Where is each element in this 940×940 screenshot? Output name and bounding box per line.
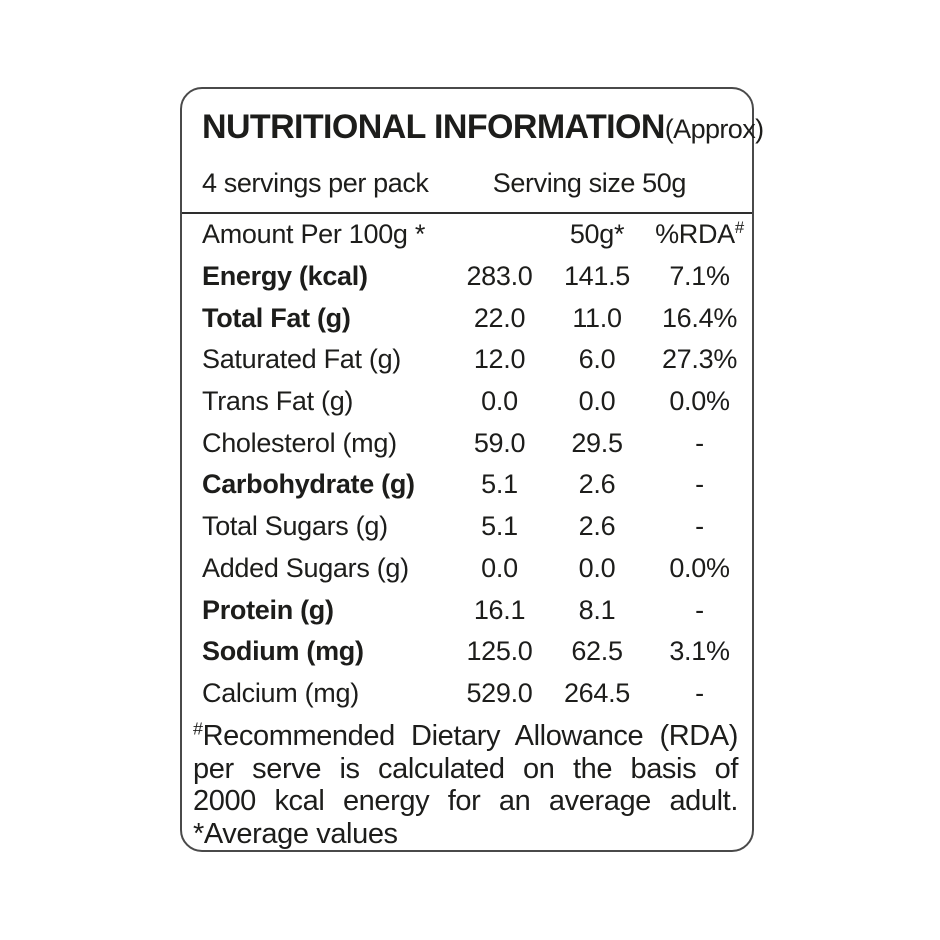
nutrient-name: Carbohydrate (g) xyxy=(202,469,415,500)
label-title-approx: (Approx) xyxy=(664,114,764,144)
nutrient-row: Carbohydrate (g) 5.1 2.6 - xyxy=(202,464,748,506)
value-per-50g: 0.0 xyxy=(578,552,616,583)
nutrient-row: Cholesterol (mg) 59.0 29.5 - xyxy=(202,422,748,464)
value-rda-percent: - xyxy=(695,511,704,542)
nutrient-name: Added Sugars (g) xyxy=(202,552,409,583)
column-header-amount: Amount Per 100g * xyxy=(202,219,426,250)
rda-footnote: #Recommended Dietary Allowance (RDA) per … xyxy=(193,720,738,818)
nutrient-name: Cholesterol (mg) xyxy=(202,427,397,458)
label-title-line: NUTRITIONAL INFORMATION(Approx) xyxy=(202,105,764,156)
value-per-50g: 0.0 xyxy=(578,386,616,417)
rda-footnote-line: 2000 kcal energy for an average adult. xyxy=(193,785,738,818)
rda-header-marker: # xyxy=(734,218,744,238)
label-header: NUTRITIONAL INFORMATION(Approx) 4 servin… xyxy=(182,89,764,200)
serving-size: Serving size 50g xyxy=(492,168,687,198)
nutrient-name: Trans Fat (g) xyxy=(202,386,354,417)
footnotes: #Recommended Dietary Allowance (RDA) per … xyxy=(182,720,752,850)
nutrient-row: Total Fat (g) 22.0 11.0 16.4% xyxy=(202,297,748,339)
value-rda-percent: 0.0% xyxy=(669,386,730,417)
nutrient-row: Trans Fat (g) 0.0 0.0 0.0% xyxy=(202,381,748,423)
value-per-100g: 5.1 xyxy=(481,469,518,500)
nutrient-row: Calcium (mg) 529.0 264.5 - xyxy=(202,673,748,715)
value-per-50g: 2.6 xyxy=(578,511,616,542)
column-header-rda: %RDA# xyxy=(655,218,744,250)
nutrient-name: Energy (kcal) xyxy=(202,261,368,292)
value-rda-percent: - xyxy=(695,677,704,708)
nutrient-row: Energy (kcal) 283.0 141.5 7.1% xyxy=(202,256,748,298)
value-rda-percent: 0.0% xyxy=(669,552,730,583)
value-rda-percent: 7.1% xyxy=(669,261,730,292)
value-per-100g: 16.1 xyxy=(473,594,526,625)
average-values-note: *Average values xyxy=(193,817,398,850)
value-per-100g: 12.0 xyxy=(473,344,526,375)
nutrition-table: Amount Per 100g * 50g* %RDA# Energy (kca… xyxy=(182,214,752,714)
value-rda-percent: - xyxy=(695,427,704,458)
nutrient-name: Protein (g) xyxy=(202,594,334,625)
rda-footnote-line: per serve is calculated on the basis of xyxy=(193,752,738,785)
column-header-50g: 50g* xyxy=(569,219,625,250)
nutrient-row: Saturated Fat (g) 12.0 6.0 27.3% xyxy=(202,339,748,381)
value-per-100g: 125.0 xyxy=(466,636,533,667)
value-per-100g: 0.0 xyxy=(481,552,518,583)
value-per-50g: 62.5 xyxy=(571,636,623,667)
value-per-100g: 0.0 xyxy=(481,386,518,417)
nutrient-name: Sodium (mg) xyxy=(202,636,364,667)
value-rda-percent: 16.4% xyxy=(661,302,738,333)
nutrient-name: Calcium (mg) xyxy=(202,677,359,708)
value-per-50g: 6.0 xyxy=(578,344,616,375)
value-rda-percent: 3.1% xyxy=(669,636,730,667)
value-per-50g: 2.6 xyxy=(578,469,616,500)
nutrition-table-body: Energy (kcal) 283.0 141.5 7.1% Total Fat (g)… xyxy=(202,256,748,715)
value-per-100g: 22.0 xyxy=(473,302,526,333)
value-rda-percent: 27.3% xyxy=(661,344,738,375)
value-per-50g: 11.0 xyxy=(572,302,622,333)
nutrient-name: Total Fat (g) xyxy=(202,302,351,333)
value-rda-percent: - xyxy=(695,594,704,625)
value-per-100g: 5.1 xyxy=(481,511,518,542)
nutrient-row: Added Sugars (g) 0.0 0.0 0.0% xyxy=(202,548,748,590)
rda-footnote-marker: # xyxy=(193,718,203,739)
value-per-100g: 283.0 xyxy=(466,261,533,292)
rda-footnote-line: #Recommended Dietary Allowance (RDA) xyxy=(193,718,738,753)
nutrient-row: Protein (g) 16.1 8.1 - xyxy=(202,589,748,631)
value-per-50g: 264.5 xyxy=(563,677,631,708)
nutrition-label-card: NUTRITIONAL INFORMATION(Approx) 4 servin… xyxy=(180,87,764,852)
value-per-50g: 141.5 xyxy=(563,261,631,292)
servings-row: 4 servings per pack Serving size 50g xyxy=(202,166,732,200)
nutrient-row: Sodium (mg) 125.0 62.5 3.1% xyxy=(202,631,748,673)
servings-per-pack: 4 servings per pack xyxy=(202,168,429,198)
value-per-100g: 529.0 xyxy=(466,677,533,708)
value-per-50g: 29.5 xyxy=(571,427,623,458)
value-per-50g: 8.1 xyxy=(578,594,616,625)
nutrient-name: Saturated Fat (g) xyxy=(202,344,401,375)
table-header-row: Amount Per 100g * 50g* %RDA# xyxy=(202,214,748,256)
label-title: NUTRITIONAL INFORMATION xyxy=(202,108,665,146)
value-rda-percent: - xyxy=(695,469,704,500)
header-divider xyxy=(182,212,752,214)
value-per-100g: 59.0 xyxy=(473,427,526,458)
nutrient-name: Total Sugars (g) xyxy=(202,511,388,542)
nutrient-row: Total Sugars (g) 5.1 2.6 - xyxy=(202,506,748,548)
